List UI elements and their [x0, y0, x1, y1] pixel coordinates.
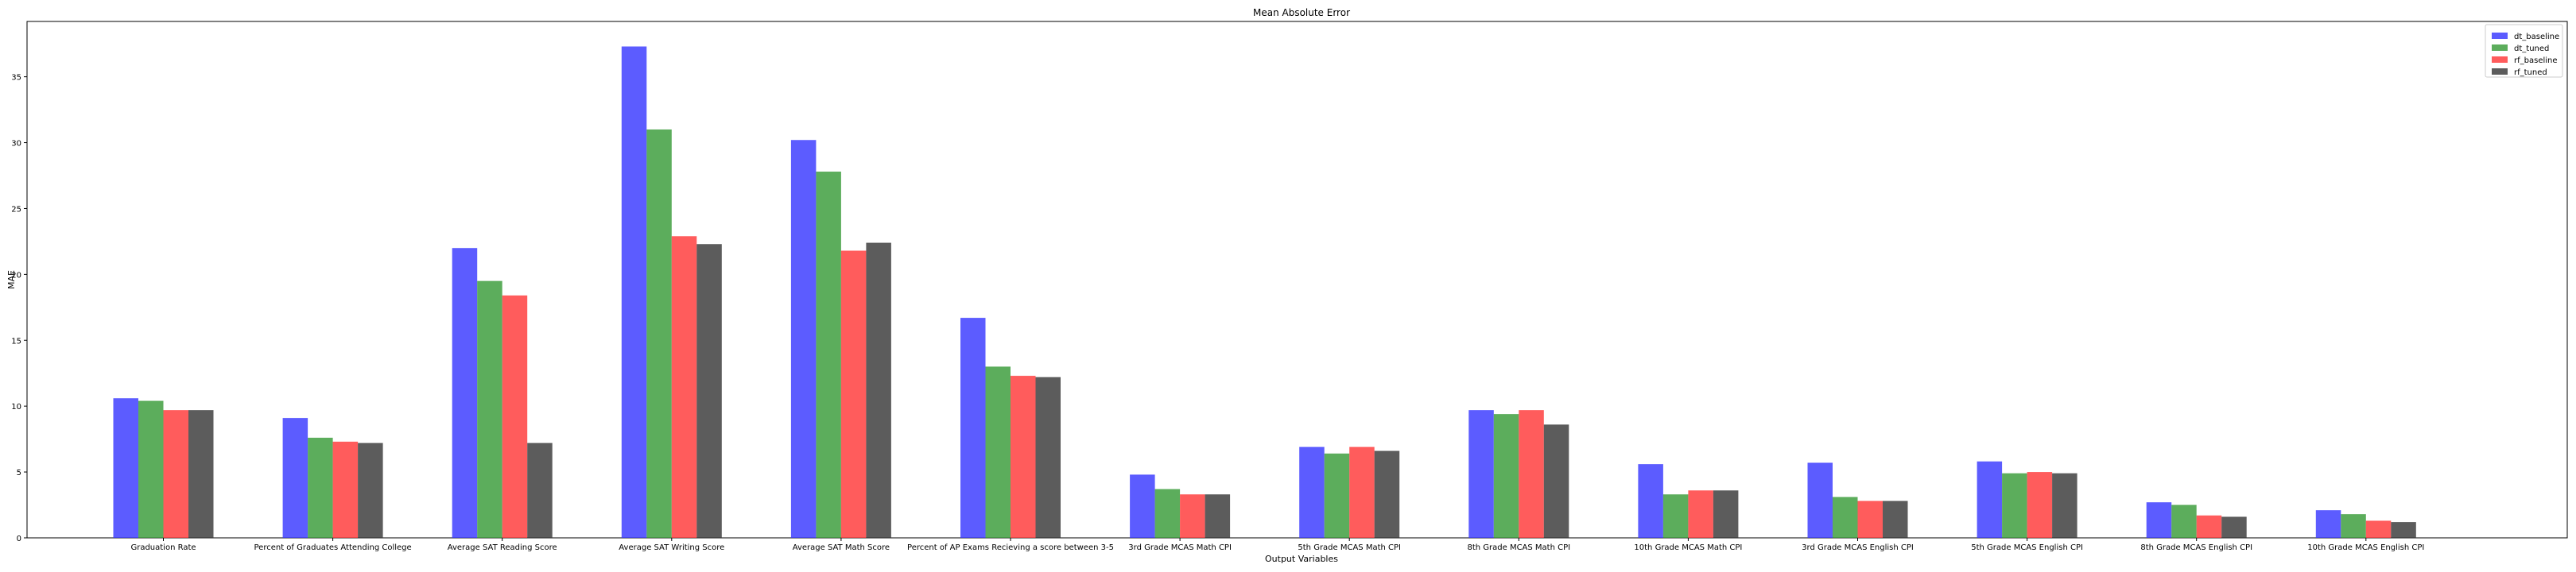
- x-tick-label: Percent of AP Exams Recieving a score be…: [907, 543, 1114, 552]
- legend: dt_baseline dt_tuned rf_baseline rf_tuned: [2485, 24, 2563, 78]
- bar-rf_tuned: [1035, 377, 1061, 538]
- bar-rf_baseline: [2027, 472, 2053, 538]
- x-tick-label: 5th Grade MCAS English CPI: [1971, 543, 2083, 552]
- bar-rf_baseline: [1688, 490, 1713, 538]
- bar-dt_baseline: [113, 398, 138, 538]
- bar-dt_baseline: [621, 46, 647, 538]
- bar-rf_tuned: [188, 410, 214, 538]
- bar-dt_tuned: [1154, 489, 1181, 538]
- bar-dt_tuned: [1493, 414, 1519, 538]
- bar-dt_baseline: [1468, 410, 1494, 538]
- y-tick-label: 35: [11, 74, 21, 83]
- x-tick-label: 3rd Grade MCAS English CPI: [1802, 543, 1914, 552]
- legend-label-rf_baseline: rf_baseline: [2514, 56, 2558, 65]
- bar-dt_baseline: [2146, 502, 2172, 538]
- bar-dt_tuned: [308, 437, 333, 538]
- bar-rf_baseline: [671, 236, 697, 538]
- y-tick-label: 20: [11, 271, 21, 280]
- bar-rf_baseline: [1349, 446, 1375, 538]
- x-tick-label: Average SAT Math Score: [793, 543, 890, 552]
- bar-dt_tuned: [2002, 473, 2027, 538]
- bar-rf_baseline: [840, 250, 867, 538]
- y-tick-label: 30: [11, 140, 21, 149]
- x-tick-label: 5th Grade MCAS Math CPI: [1298, 543, 1401, 552]
- bar-rf_tuned: [527, 443, 553, 538]
- bar-rf_tuned: [2391, 522, 2416, 538]
- bar-dt_baseline: [2315, 510, 2341, 538]
- bar-rf_tuned: [2221, 516, 2247, 538]
- plot-frame: [26, 21, 2568, 539]
- bar-dt_baseline: [1638, 464, 1663, 538]
- bar-dt_baseline: [282, 418, 308, 538]
- bar-rf_tuned: [1543, 424, 1569, 538]
- legend-swatch-rf_baseline: [2492, 56, 2508, 63]
- plot-area: 0 5 10 15 20 25 30 35 Graduation Rate Percent of …: [11, 21, 2568, 552]
- bar-dt_tuned: [816, 172, 841, 538]
- x-tick-label: Percent of Graduates Attending College: [254, 543, 412, 552]
- bar-dt_tuned: [646, 129, 672, 539]
- y-tick-label: 5: [17, 469, 21, 477]
- y-tick-label: 0: [17, 535, 21, 543]
- legend-swatch-rf_tuned: [2492, 68, 2508, 75]
- bar-rf_baseline: [1519, 410, 1544, 538]
- bar-rf_baseline: [1011, 376, 1036, 538]
- legend-label-dt_tuned: dt_tuned: [2514, 44, 2549, 53]
- bar-dt_baseline: [1977, 461, 2003, 538]
- bar-rf_baseline: [1857, 500, 1883, 538]
- bar-dt_tuned: [1324, 453, 1350, 538]
- bar-rf_tuned: [1205, 494, 1231, 538]
- bar-dt_baseline: [1130, 474, 1155, 538]
- bar-dt_tuned: [985, 366, 1011, 538]
- bar-dt_baseline: [960, 318, 986, 538]
- x-tick-label: 3rd Grade MCAS Math CPI: [1128, 543, 1232, 552]
- x-tick-label: 10th Grade MCAS English CPI: [2307, 543, 2424, 552]
- x-tick-label: Average SAT Writing Score: [619, 543, 724, 552]
- y-tick-label: 15: [11, 337, 21, 346]
- bar-rf_tuned: [1374, 450, 1400, 538]
- bar-dt_baseline: [452, 248, 478, 538]
- bar-rf_baseline: [1180, 494, 1205, 538]
- bar-dt_baseline: [790, 140, 817, 539]
- bar-rf_baseline: [332, 441, 359, 538]
- x-tick-label: Average SAT Reading Score: [448, 543, 557, 552]
- y-axis-label: MAE: [6, 270, 17, 289]
- bar-dt_tuned: [477, 280, 502, 538]
- bar-rf_tuned: [866, 242, 891, 538]
- bar-rf_tuned: [358, 443, 383, 538]
- legend-label-dt_baseline: dt_baseline: [2514, 33, 2559, 41]
- x-axis-label: Output Variables: [1265, 554, 1338, 564]
- bar-dt_tuned: [1662, 494, 1689, 538]
- bar-rf_baseline: [2196, 515, 2222, 538]
- bar-rf_baseline: [163, 410, 188, 538]
- legend-swatch-dt_tuned: [2492, 44, 2508, 51]
- bar-rf_tuned: [2052, 473, 2077, 538]
- bar-rf_tuned: [696, 244, 722, 538]
- bar-dt_tuned: [2171, 504, 2197, 538]
- bar-rf_tuned: [1883, 500, 1908, 538]
- x-tick-label: 10th Grade MCAS Math CPI: [1634, 543, 1742, 552]
- bar-dt_tuned: [2341, 514, 2366, 538]
- bar-dt_tuned: [1833, 497, 1858, 538]
- x-tick-label: 8th Grade MCAS Math CPI: [1467, 543, 1570, 552]
- y-tick-label: 25: [11, 205, 21, 214]
- x-tick-label: 8th Grade MCAS English CPI: [2140, 543, 2252, 552]
- x-tick-label: Graduation Rate: [130, 543, 196, 552]
- chart-title: Mean Absolute Error: [1253, 7, 1350, 18]
- bar-dt_tuned: [138, 400, 164, 538]
- bar-dt_baseline: [1299, 446, 1325, 538]
- y-tick-label: 10: [11, 403, 21, 412]
- bar-dt_baseline: [1807, 462, 1833, 538]
- legend-swatch-dt_baseline: [2492, 33, 2508, 39]
- bar-rf_tuned: [1713, 490, 1739, 538]
- legend-label-rf_tuned: rf_tuned: [2514, 68, 2547, 77]
- bar-rf_baseline: [502, 295, 528, 538]
- bar-rf_baseline: [2365, 520, 2392, 538]
